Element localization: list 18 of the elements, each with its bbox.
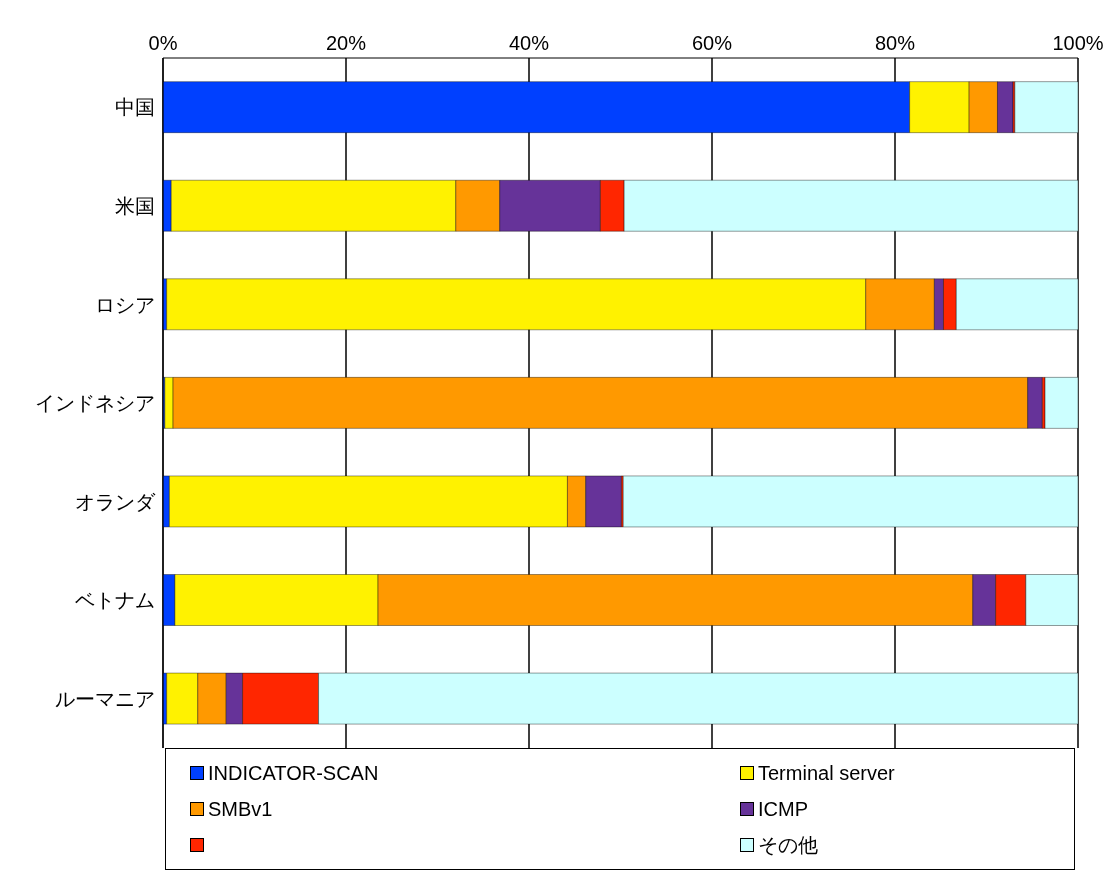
legend-label: INDICATOR-SCAN	[208, 761, 379, 785]
legend-label: その他	[758, 832, 818, 858]
x-tick-label: 0%	[148, 32, 178, 54]
y-tick-label: 中国	[115, 96, 155, 119]
legend-label: Terminal server	[758, 761, 895, 785]
y-tick-label: インドネシア	[35, 392, 155, 415]
x-tick-label: 20%	[325, 32, 367, 54]
y-tick-label: ルーマニア	[55, 687, 155, 710]
y-tick-label: ベトナム	[75, 589, 155, 612]
legend-label: SMBv1	[208, 797, 273, 821]
y-tick-label: ロシア	[95, 293, 155, 316]
x-tick-label: 60%	[691, 32, 733, 54]
y-tick-label: 米国	[115, 194, 155, 217]
y-tick-label: オランダ	[75, 490, 156, 513]
x-tick-label: 40%	[508, 32, 550, 54]
x-tick-label: 100%	[1052, 32, 1104, 54]
x-tick-label: 80%	[874, 32, 916, 54]
legend-label: ICMP	[758, 797, 808, 821]
